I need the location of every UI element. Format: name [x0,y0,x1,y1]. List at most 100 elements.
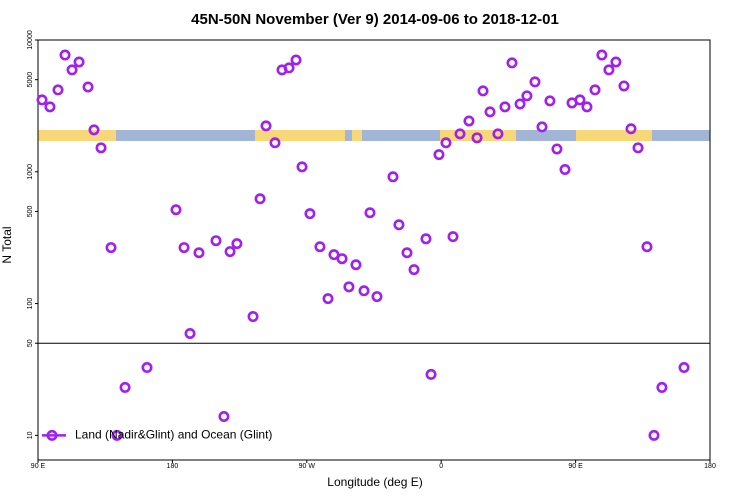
point [224,246,236,258]
point [343,281,355,293]
point [484,106,496,118]
point [82,81,94,93]
y-tick-label: 100 [27,298,34,310]
point [231,238,243,250]
point [544,95,556,107]
point [218,410,230,422]
point [371,291,383,303]
point [625,123,637,135]
legend-label: Land (Nadir&Glint) and Ocean (Glint) [75,428,272,442]
point [184,327,196,339]
y-tick-label: 5000 [27,72,34,88]
x-tick-label: 90 E [568,463,583,470]
y-tick-label: 1000 [27,164,34,180]
point [170,204,182,216]
point [447,231,459,243]
point [296,161,308,173]
point [492,128,504,140]
point [648,429,660,441]
point [610,56,622,68]
point [471,132,483,144]
point [425,368,437,380]
point [514,98,526,110]
point [358,285,370,297]
point [111,429,123,441]
point [178,242,190,254]
y-tick-label: 10 [27,431,34,439]
point [254,193,266,205]
x-tick-label: 180 [704,463,716,470]
plot-frame [37,39,711,461]
point [574,94,586,106]
land-strip [352,130,362,141]
point [66,64,78,76]
point [304,208,316,220]
x-axis-label: Longitude (deg E) [327,475,422,489]
point [88,124,100,136]
point [499,101,511,113]
point [581,101,593,113]
point [536,121,548,133]
point [260,120,272,132]
point [454,128,466,140]
point [440,137,452,149]
y-tick-label: 50 [27,339,34,347]
point [350,259,362,271]
y-tick-label: 10000 [27,30,34,50]
y-tick-label: 500 [27,206,34,218]
point [529,76,541,88]
point [477,85,489,97]
point [506,57,518,69]
point [408,264,420,276]
point [290,54,302,66]
point [105,242,117,254]
point [364,207,376,219]
x-tick-label: 90 E [31,463,46,470]
point [596,49,608,61]
land-ocean-band [38,130,710,141]
x-tick-label: 90 W [299,463,316,470]
x-tick-label: 180 [167,463,179,470]
point [387,171,399,183]
point [328,249,340,261]
land-strip [440,130,516,141]
x-tick-label: 0 [439,463,443,470]
point [463,115,475,127]
point [641,241,653,253]
point [656,381,668,393]
point [678,362,690,374]
point [193,247,205,259]
point [322,293,334,305]
point [210,235,222,247]
point [551,143,563,155]
ocean-strip [38,130,710,141]
point [95,142,107,154]
point [119,381,131,393]
point [44,101,56,113]
point [618,80,630,92]
point [52,84,64,96]
y-axis-label: N Total [0,226,14,263]
point [559,164,571,176]
point [269,137,281,149]
point [247,311,259,323]
land-strip [255,130,345,141]
point [73,56,85,68]
point [141,362,153,374]
point [433,149,445,161]
land-strip [38,130,116,141]
point [521,90,533,102]
chart-title: 45N-50N November (Ver 9) 2014-09-06 to 2… [191,11,559,28]
point [589,84,601,96]
land-strip [576,130,652,141]
legend-marker [46,429,58,441]
point [420,233,432,245]
point [603,64,615,76]
point [59,49,71,61]
point [314,241,326,253]
point [632,142,644,154]
point [36,94,48,106]
point [283,62,295,74]
point [393,219,405,231]
point [401,247,413,259]
